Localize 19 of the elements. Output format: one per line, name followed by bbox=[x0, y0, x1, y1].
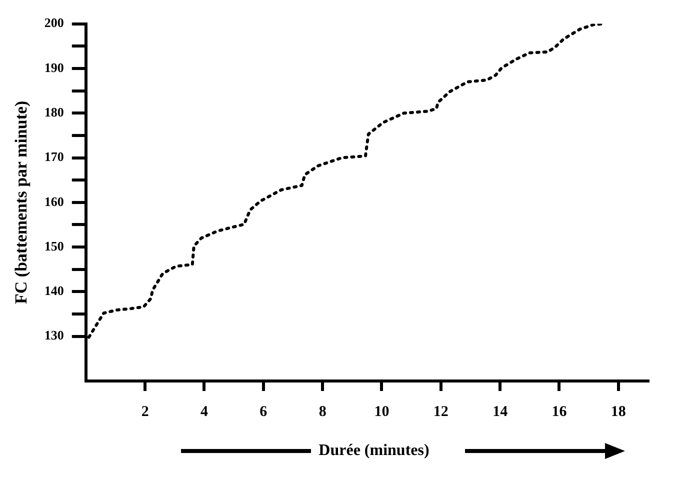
x-tick-label: 12 bbox=[433, 404, 448, 420]
y-tick-label: 200 bbox=[44, 15, 64, 30]
x-tick-label: 16 bbox=[552, 404, 568, 420]
x-axis-title: Durée (minutes) bbox=[318, 442, 430, 460]
y-axis-title: FC (battements par minute) bbox=[12, 100, 31, 304]
x-tick-label: 10 bbox=[374, 404, 390, 420]
y-tick-label: 180 bbox=[44, 104, 64, 120]
x-tick-label: 4 bbox=[200, 404, 208, 420]
y-tick-label: 170 bbox=[44, 149, 64, 164]
x-tick-label: 14 bbox=[492, 404, 508, 420]
y-tick-label: 150 bbox=[44, 238, 64, 254]
x-tick-label: 6 bbox=[260, 404, 268, 420]
x-tick-label: 8 bbox=[318, 404, 326, 420]
x-tick-label: 2 bbox=[141, 404, 149, 420]
x-tick-label: 18 bbox=[610, 404, 626, 420]
y-tick-label: 140 bbox=[44, 283, 64, 298]
y-tick-label: 190 bbox=[44, 60, 64, 75]
y-tick-label: 160 bbox=[44, 194, 64, 209]
y-tick-label: 130 bbox=[44, 328, 64, 343]
